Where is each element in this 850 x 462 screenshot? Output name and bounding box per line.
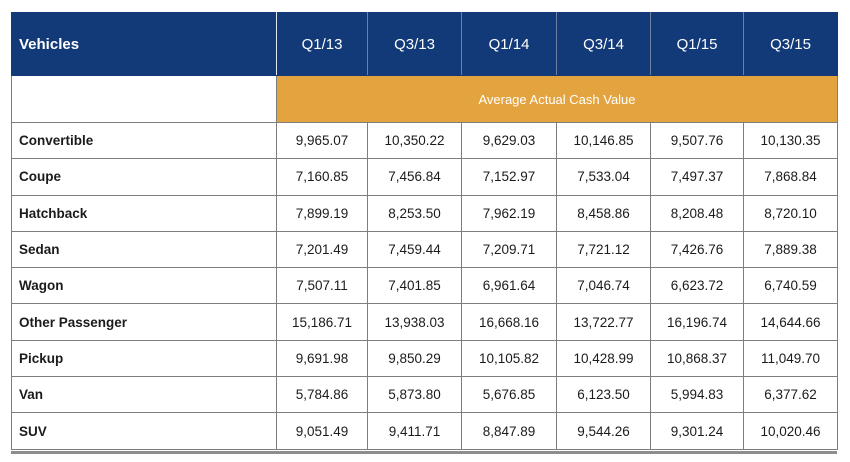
table-cell: 16,668.16 xyxy=(461,303,557,341)
banner-blank-cell xyxy=(11,75,277,123)
table-cell: 9,850.29 xyxy=(367,339,462,378)
table-cell: 7,962.19 xyxy=(461,194,557,232)
table-cell: 7,459.44 xyxy=(367,230,462,269)
table-cell: 7,456.84 xyxy=(367,158,462,196)
table-cell: 9,544.26 xyxy=(556,412,651,450)
table-row: Other Passenger 15,186.71 13,938.03 16,668.… xyxy=(11,303,838,341)
table-row: SUV 9,051.49 9,411.71 8,847.89 9,544.26 9,301… xyxy=(11,412,838,450)
table-cell: 13,938.03 xyxy=(367,303,462,341)
table-row: Wagon 7,507.11 7,401.85 6,961.64 7,046.74 6,6… xyxy=(11,267,838,305)
table-cell: 6,961.64 xyxy=(461,267,557,305)
table-row: Coupe 7,160.85 7,456.84 7,152.97 7,533.04 7,4… xyxy=(11,158,838,196)
banner-average-actual-cash-value: Average Actual Cash Value xyxy=(276,75,838,123)
table-cell: 7,160.85 xyxy=(276,158,368,196)
table-cell: 9,965.07 xyxy=(276,121,368,160)
table-cell: 8,847.89 xyxy=(461,412,557,450)
table-cell: 7,497.37 xyxy=(650,158,744,196)
table-cell: 7,401.85 xyxy=(367,267,462,305)
table-cell: 5,994.83 xyxy=(650,376,744,414)
table-cell: 8,253.50 xyxy=(367,194,462,232)
table-cell: 7,533.04 xyxy=(556,158,651,196)
row-label: Sedan xyxy=(11,230,277,269)
table-cell: 8,208.48 xyxy=(650,194,744,232)
banner-section: Average Actual Cash Value xyxy=(11,75,838,123)
table-cell: 10,105.82 xyxy=(461,339,557,378)
table-cell: 15,186.71 xyxy=(276,303,368,341)
header-col-0: Q1/13 xyxy=(276,12,368,76)
header-vehicles: Vehicles xyxy=(11,12,277,76)
table-cell: 6,123.50 xyxy=(556,376,651,414)
header-col-4: Q1/15 xyxy=(650,12,744,76)
table-cell: 9,507.76 xyxy=(650,121,744,160)
table-cell: 10,130.35 xyxy=(743,121,838,160)
header-col-1: Q3/13 xyxy=(367,12,462,76)
table-cell: 7,721.12 xyxy=(556,230,651,269)
table-cell: 13,722.77 xyxy=(556,303,651,341)
row-label: Wagon xyxy=(11,267,277,305)
header-col-3: Q3/14 xyxy=(556,12,651,76)
banner-row: Average Actual Cash Value xyxy=(11,75,838,123)
table-cell: 10,020.46 xyxy=(743,412,838,450)
header-col-2: Q1/14 xyxy=(461,12,557,76)
row-label: Coupe xyxy=(11,158,277,196)
table-cell: 7,152.97 xyxy=(461,158,557,196)
table-cell: 8,720.10 xyxy=(743,194,838,232)
table-cell: 5,873.80 xyxy=(367,376,462,414)
table-cell: 9,051.49 xyxy=(276,412,368,450)
table-cell: 8,458.86 xyxy=(556,194,651,232)
row-label: Pickup xyxy=(11,339,277,378)
table-row: Pickup 9,691.98 9,850.29 10,105.82 10,428.99… xyxy=(11,339,838,378)
table-cell: 6,377.62 xyxy=(743,376,838,414)
table-cell: 5,676.85 xyxy=(461,376,557,414)
table-cell: 9,411.71 xyxy=(367,412,462,450)
table-cell: 10,428.99 xyxy=(556,339,651,378)
table-cell: 7,426.76 xyxy=(650,230,744,269)
row-label: Hatchback xyxy=(11,194,277,232)
table-cell: 11,049.70 xyxy=(743,339,838,378)
table-header: Vehicles Q1/13 Q3/13 Q1/14 Q3/14 Q1/15 Q3/15 xyxy=(11,12,838,76)
table-cell: 6,740.59 xyxy=(743,267,838,305)
table-cell: 7,889.38 xyxy=(743,230,838,269)
header-row: Vehicles Q1/13 Q3/13 Q1/14 Q3/14 Q1/15 Q3/15 xyxy=(11,12,838,76)
table-cell: 7,899.19 xyxy=(276,194,368,232)
table-cell: 10,350.22 xyxy=(367,121,462,160)
row-label: SUV xyxy=(11,412,277,450)
table-row: Sedan 7,201.49 7,459.44 7,209.71 7,721.12 7,4… xyxy=(11,230,838,269)
row-label: Convertible xyxy=(11,121,277,160)
table-cell: 7,201.49 xyxy=(276,230,368,269)
table-body: Convertible 9,965.07 10,350.22 9,629.03 10,1… xyxy=(11,121,838,450)
table-cell: 9,691.98 xyxy=(276,339,368,378)
bottom-rule xyxy=(11,451,837,454)
table-cell: 14,644.66 xyxy=(743,303,838,341)
table-cell: 7,209.71 xyxy=(461,230,557,269)
table-cell: 9,301.24 xyxy=(650,412,744,450)
table-cell: 16,196.74 xyxy=(650,303,744,341)
table-cell: 5,784.86 xyxy=(276,376,368,414)
data-table: Vehicles Q1/13 Q3/13 Q1/14 Q3/14 Q1/15 Q3/15 … xyxy=(11,12,838,450)
vehicle-cash-value-table: Vehicles Q1/13 Q3/13 Q1/14 Q3/14 Q1/15 Q3/15 … xyxy=(11,12,838,450)
table-row: Hatchback 7,899.19 8,253.50 7,962.19 8,458.8… xyxy=(11,194,838,232)
table-cell: 7,507.11 xyxy=(276,267,368,305)
row-label: Other Passenger xyxy=(11,303,277,341)
table-cell: 9,629.03 xyxy=(461,121,557,160)
table-cell: 7,868.84 xyxy=(743,158,838,196)
table-cell: 6,623.72 xyxy=(650,267,744,305)
table-row: Convertible 9,965.07 10,350.22 9,629.03 10,1… xyxy=(11,121,838,160)
table-cell: 7,046.74 xyxy=(556,267,651,305)
table-cell: 10,868.37 xyxy=(650,339,744,378)
table-row: Van 5,784.86 5,873.80 5,676.85 6,123.50 5,994… xyxy=(11,376,838,414)
header-col-5: Q3/15 xyxy=(743,12,838,76)
row-label: Van xyxy=(11,376,277,414)
table-cell: 10,146.85 xyxy=(556,121,651,160)
